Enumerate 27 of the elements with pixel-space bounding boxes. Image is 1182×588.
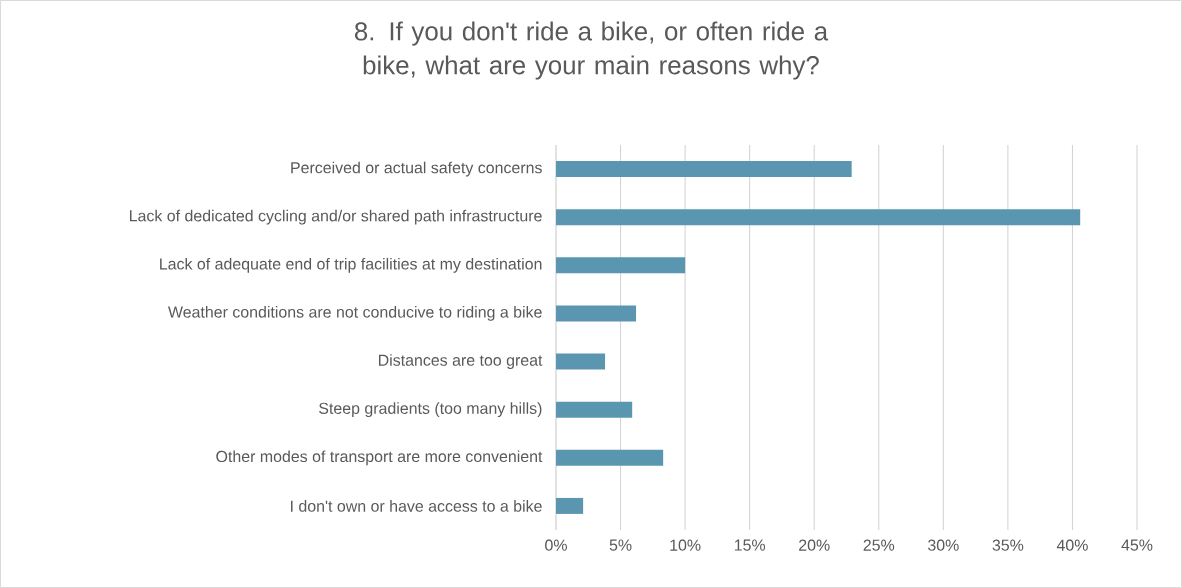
y-tick-label: Steep gradients (too many hills) — [319, 402, 542, 418]
bar — [556, 161, 852, 178]
x-tick-label: 40% — [1056, 539, 1088, 551]
x-tick-label: 45% — [1121, 539, 1153, 551]
x-tick-label: 5% — [609, 539, 632, 551]
chart-title: 8. If you don't ride a bike, or often ride a bike, what are your main reasons why? — [354, 21, 829, 80]
x-tick-label: 10% — [670, 539, 701, 551]
x-tick-label: 35% — [992, 539, 1024, 551]
x-tick-label: 0% — [545, 539, 567, 551]
x-tick-label: 25% — [863, 539, 895, 551]
y-tick-label: I don't own or have access to a bike — [291, 500, 542, 512]
y-tick-label: Perceived or actual safety concerns — [291, 161, 542, 177]
bar — [556, 401, 633, 418]
bar — [556, 257, 686, 274]
x-tick-label: 15% — [734, 539, 766, 551]
y-tick-label: Weather conditions are not conducive to riding a bike — [168, 306, 542, 321]
bar — [556, 353, 606, 370]
y-tick-label: Lack of adequate end of trip facilities at my destination — [160, 257, 542, 273]
y-tick-label: Lack of dedicated cycling and/or shared path infrastructure — [130, 209, 542, 225]
bar — [556, 497, 584, 514]
x-tick-label: 20% — [799, 539, 830, 551]
y-tick-label: Distances are too great — [379, 354, 543, 369]
x-tick-label: 30% — [928, 539, 959, 551]
bar — [556, 209, 1081, 226]
y-tick-label: Other modes of transport are more convenient — [216, 450, 543, 466]
bar — [556, 305, 637, 322]
bar — [556, 449, 664, 466]
